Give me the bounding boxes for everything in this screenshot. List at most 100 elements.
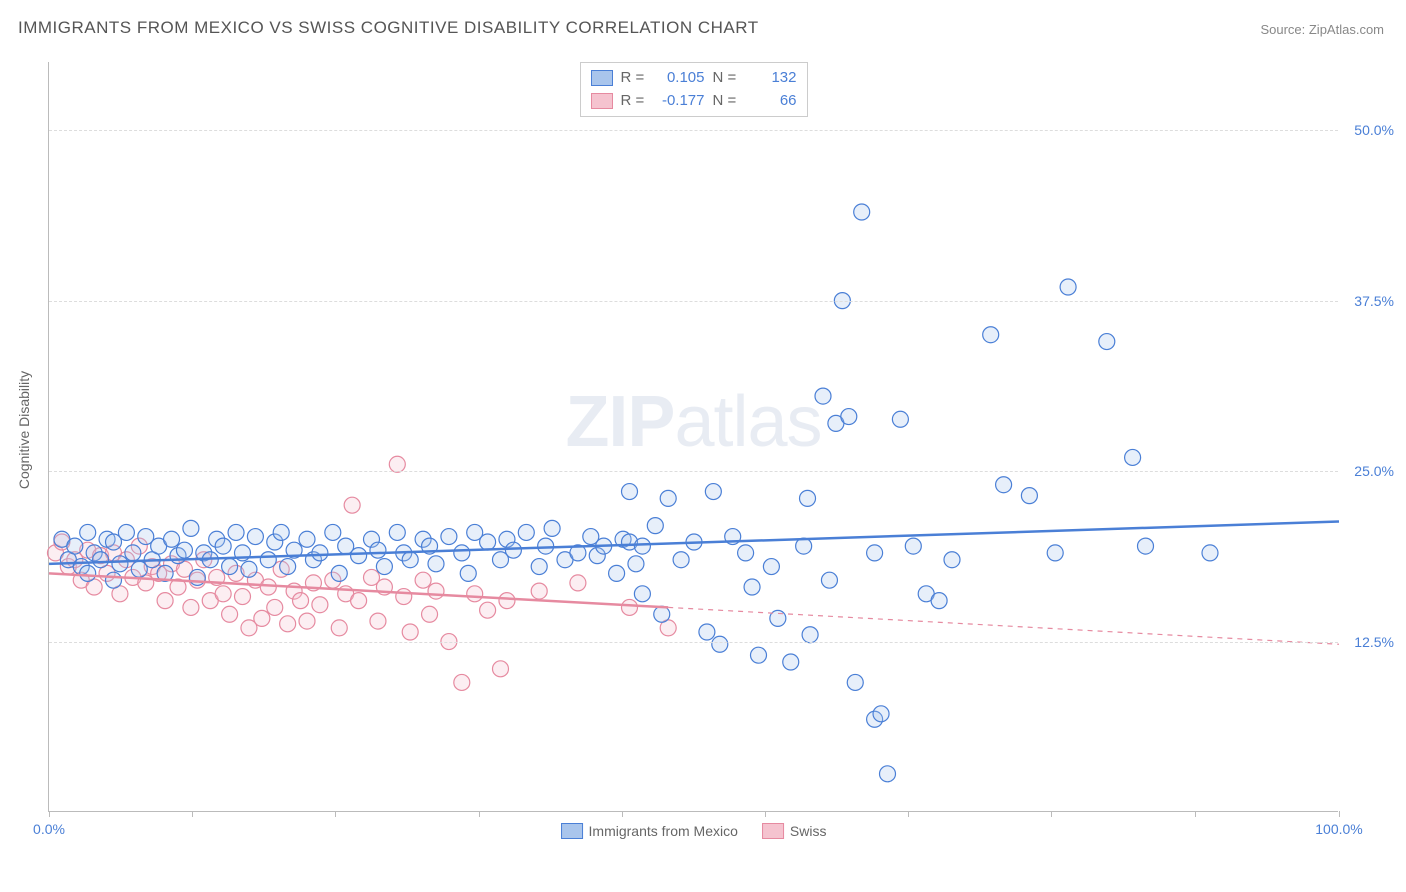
scatter-point-swiss bbox=[222, 606, 238, 622]
scatter-point-swiss bbox=[454, 674, 470, 690]
scatter-point-swiss bbox=[267, 599, 283, 615]
chart-svg bbox=[49, 62, 1338, 811]
scatter-point-mexico bbox=[247, 529, 263, 545]
scatter-point-mexico bbox=[80, 524, 96, 540]
scatter-point-swiss bbox=[622, 599, 638, 615]
trend-line-dashed-swiss bbox=[668, 607, 1339, 644]
scatter-point-mexico bbox=[299, 531, 315, 547]
scatter-point-mexico bbox=[176, 542, 192, 558]
scatter-point-mexico bbox=[67, 538, 83, 554]
y-tick-label: 37.5% bbox=[1354, 293, 1394, 309]
scatter-point-mexico bbox=[1202, 545, 1218, 561]
scatter-point-mexico bbox=[821, 572, 837, 588]
gridline bbox=[49, 130, 1338, 131]
scatter-point-mexico bbox=[460, 565, 476, 581]
scatter-point-mexico bbox=[389, 524, 405, 540]
scatter-point-mexico bbox=[1125, 449, 1141, 465]
scatter-point-swiss bbox=[254, 610, 270, 626]
scatter-point-mexico bbox=[215, 538, 231, 554]
y-tick-label: 12.5% bbox=[1354, 634, 1394, 650]
scatter-point-mexico bbox=[744, 579, 760, 595]
scatter-point-mexico bbox=[738, 545, 754, 561]
scatter-point-mexico bbox=[1138, 538, 1154, 554]
scatter-point-mexico bbox=[531, 559, 547, 575]
scatter-point-mexico bbox=[325, 524, 341, 540]
scatter-point-mexico bbox=[93, 552, 109, 568]
scatter-point-mexico bbox=[370, 542, 386, 558]
x-tick bbox=[622, 811, 623, 817]
scatter-point-mexico bbox=[125, 545, 141, 561]
x-tick-label: 0.0% bbox=[33, 821, 65, 837]
scatter-point-swiss bbox=[493, 661, 509, 677]
x-tick bbox=[1339, 811, 1340, 817]
scatter-point-mexico bbox=[892, 411, 908, 427]
scatter-point-mexico bbox=[480, 534, 496, 550]
scatter-point-mexico bbox=[783, 654, 799, 670]
scatter-point-mexico bbox=[331, 565, 347, 581]
scatter-point-swiss bbox=[260, 579, 276, 595]
scatter-point-swiss bbox=[422, 606, 438, 622]
bottom-legend: Immigrants from Mexico Swiss bbox=[561, 823, 827, 839]
scatter-point-mexico bbox=[402, 552, 418, 568]
scatter-point-mexico bbox=[518, 524, 534, 540]
x-tick bbox=[49, 811, 50, 817]
scatter-point-mexico bbox=[441, 529, 457, 545]
scatter-point-mexico bbox=[751, 647, 767, 663]
scatter-point-mexico bbox=[634, 538, 650, 554]
x-tick bbox=[1195, 811, 1196, 817]
scatter-point-mexico bbox=[1060, 279, 1076, 295]
x-tick bbox=[192, 811, 193, 817]
scatter-point-mexico bbox=[228, 524, 244, 540]
scatter-point-mexico bbox=[983, 327, 999, 343]
scatter-point-swiss bbox=[415, 572, 431, 588]
y-axis-title: Cognitive Disability bbox=[16, 371, 32, 489]
scatter-point-mexico bbox=[183, 520, 199, 536]
scatter-point-swiss bbox=[183, 599, 199, 615]
scatter-point-mexico bbox=[712, 636, 728, 652]
legend-label-mexico: Immigrants from Mexico bbox=[589, 823, 738, 839]
scatter-point-mexico bbox=[647, 518, 663, 534]
scatter-point-mexico bbox=[634, 586, 650, 602]
scatter-point-mexico bbox=[996, 477, 1012, 493]
scatter-point-mexico bbox=[699, 624, 715, 640]
scatter-point-mexico bbox=[660, 490, 676, 506]
y-tick-label: 25.0% bbox=[1354, 463, 1394, 479]
scatter-point-swiss bbox=[157, 593, 173, 609]
scatter-point-swiss bbox=[280, 616, 296, 632]
scatter-point-swiss bbox=[428, 583, 444, 599]
scatter-point-mexico bbox=[867, 545, 883, 561]
scatter-point-swiss bbox=[570, 575, 586, 591]
scatter-point-mexico bbox=[505, 542, 521, 558]
scatter-point-swiss bbox=[480, 602, 496, 618]
scatter-point-mexico bbox=[815, 388, 831, 404]
legend-item-swiss: Swiss bbox=[762, 823, 827, 839]
x-tick-label: 100.0% bbox=[1315, 821, 1362, 837]
scatter-point-mexico bbox=[654, 606, 670, 622]
scatter-point-mexico bbox=[118, 524, 134, 540]
scatter-point-mexico bbox=[273, 524, 289, 540]
chart-title: IMMIGRANTS FROM MEXICO VS SWISS COGNITIV… bbox=[18, 18, 759, 38]
scatter-point-mexico bbox=[705, 484, 721, 500]
swatch-mexico bbox=[561, 823, 583, 839]
scatter-point-mexico bbox=[622, 484, 638, 500]
scatter-point-swiss bbox=[370, 613, 386, 629]
x-tick bbox=[1051, 811, 1052, 817]
scatter-point-mexico bbox=[164, 531, 180, 547]
scatter-point-mexico bbox=[873, 706, 889, 722]
scatter-point-mexico bbox=[106, 572, 122, 588]
scatter-point-swiss bbox=[389, 456, 405, 472]
scatter-point-mexico bbox=[222, 559, 238, 575]
scatter-point-mexico bbox=[800, 490, 816, 506]
scatter-point-mexico bbox=[609, 565, 625, 581]
scatter-point-swiss bbox=[344, 497, 360, 513]
scatter-point-mexico bbox=[280, 559, 296, 575]
scatter-point-mexico bbox=[312, 545, 328, 561]
scatter-point-mexico bbox=[112, 556, 128, 572]
scatter-point-mexico bbox=[673, 552, 689, 568]
scatter-point-swiss bbox=[299, 613, 315, 629]
scatter-point-mexico bbox=[905, 538, 921, 554]
x-tick bbox=[908, 811, 909, 817]
scatter-point-swiss bbox=[331, 620, 347, 636]
scatter-point-mexico bbox=[880, 766, 896, 782]
scatter-point-mexico bbox=[376, 559, 392, 575]
